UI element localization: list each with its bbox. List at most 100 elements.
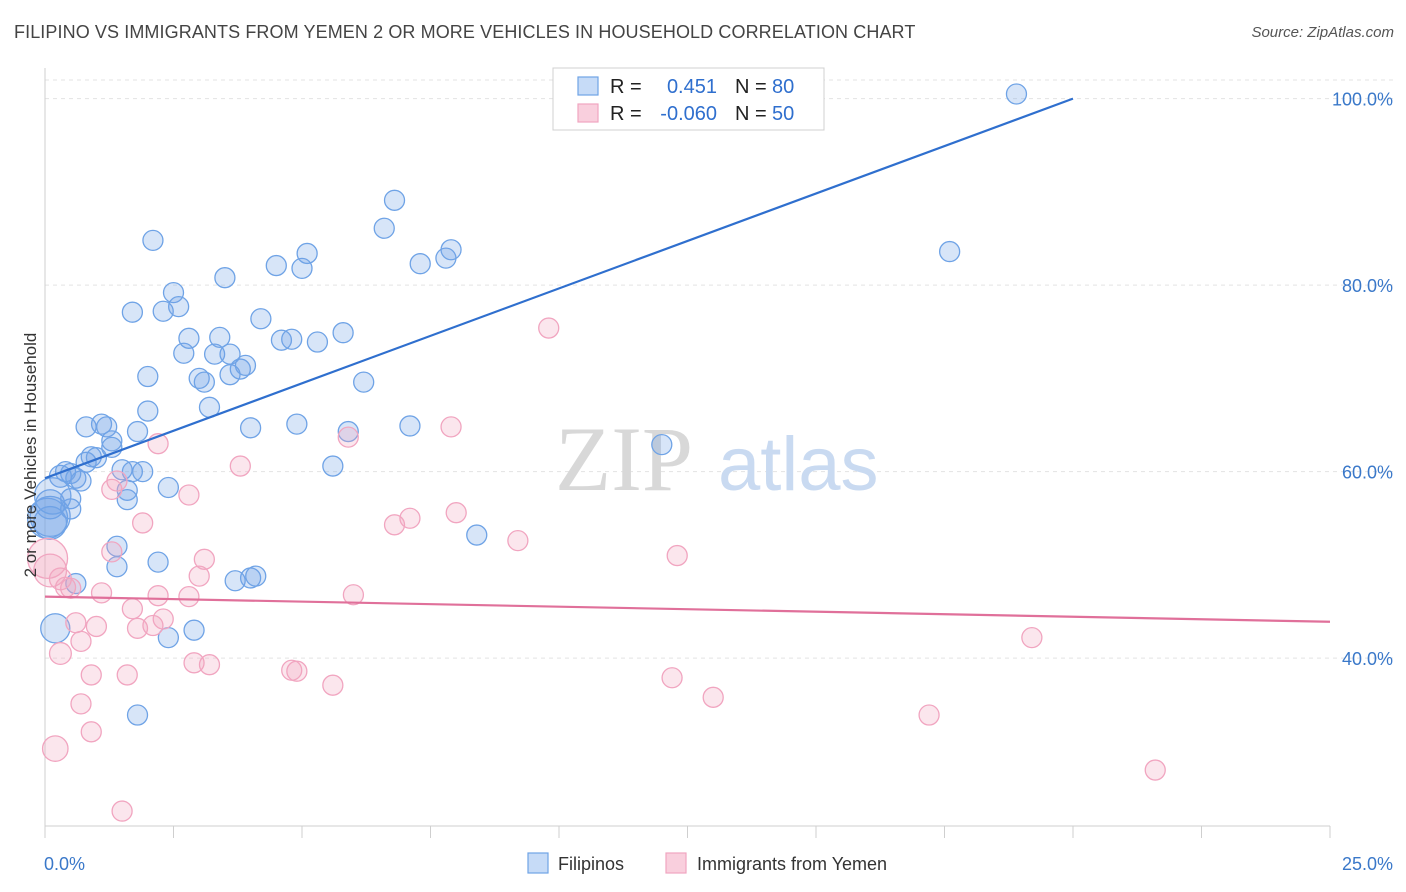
yemen-point xyxy=(116,664,138,686)
filipino-point xyxy=(373,217,395,239)
yemen-point xyxy=(702,686,724,708)
yemen-point xyxy=(70,630,92,653)
y-tick-label: 100.0% xyxy=(1332,90,1393,110)
yemen-point xyxy=(60,577,82,599)
filipino-point xyxy=(193,371,215,393)
yemen-point xyxy=(33,553,68,588)
filipino-point xyxy=(137,365,159,388)
yemen-trend-line xyxy=(44,595,1331,623)
legend-n-label: N = xyxy=(735,103,767,125)
legend-series-name: Immigrants from Yemen xyxy=(697,854,887,874)
filipino-point xyxy=(322,455,344,477)
filipino-point xyxy=(33,477,72,515)
filipino-point xyxy=(116,488,138,511)
watermark-atlas: atlas xyxy=(718,422,879,507)
filipino-point xyxy=(40,613,71,644)
x-tick-label: 0.0% xyxy=(44,854,85,874)
legend-r-label: R = xyxy=(610,103,642,125)
yemen-point xyxy=(399,507,421,529)
yemen-point xyxy=(142,614,164,637)
filipino-point xyxy=(178,327,200,349)
filipino-point xyxy=(121,301,144,323)
yemen-point xyxy=(198,654,221,676)
filipino-point xyxy=(651,433,673,456)
filipino-point xyxy=(96,416,118,438)
yemen-point xyxy=(286,660,308,682)
filipino-point xyxy=(162,281,185,304)
legend-swatch-filipinos xyxy=(527,852,549,874)
watermark: ZIP atlas xyxy=(555,408,879,510)
filipino-point xyxy=(281,328,303,350)
filipino-point xyxy=(399,415,421,437)
yemen-point xyxy=(229,455,251,477)
yemen-point xyxy=(538,317,560,339)
yemen-point xyxy=(41,735,69,762)
yemen-point xyxy=(90,582,113,604)
legend-series-name: Filipinos xyxy=(558,854,624,874)
yemen-point xyxy=(106,470,128,492)
yemen-point xyxy=(178,585,200,608)
yemen-point xyxy=(188,565,210,587)
filipino-point xyxy=(29,495,71,538)
filipino-point xyxy=(126,420,149,443)
yemen-point xyxy=(126,617,149,639)
y-tick-label: 80.0% xyxy=(1342,276,1393,296)
x-tick-label: 25.0% xyxy=(1342,854,1393,874)
legend-n-value: 80 xyxy=(772,76,794,98)
filipino-point xyxy=(209,326,231,349)
filipino-point xyxy=(332,322,354,344)
watermark-zip: ZIP xyxy=(555,408,693,510)
filipino-point xyxy=(85,447,108,469)
yemen-point xyxy=(65,612,87,634)
data-points xyxy=(26,83,1166,822)
filipino-point xyxy=(167,295,190,318)
filipino-point xyxy=(219,364,241,386)
y-tick-labels: 40.0% 60.0% 80.0% 100.0% xyxy=(1332,90,1393,670)
series-legend: Filipinos Immigrants from Yemen xyxy=(527,852,887,874)
filipino-point xyxy=(353,371,375,393)
yemen-point xyxy=(85,615,108,638)
yemen-point xyxy=(121,598,144,620)
yemen-point xyxy=(1144,759,1166,781)
legend-n-value: 50 xyxy=(772,103,794,125)
filipino-point xyxy=(1005,83,1028,105)
legend-swatch-yemen xyxy=(665,852,687,874)
yemen-point xyxy=(666,544,688,567)
yemen-point xyxy=(337,426,359,448)
yemen-point xyxy=(111,800,133,822)
filipino-point xyxy=(337,420,359,443)
x-tick-labels: 0.0% 25.0% xyxy=(44,854,1393,874)
yemen-point xyxy=(101,541,123,563)
yemen-point xyxy=(152,608,174,630)
filipino-point xyxy=(224,570,246,592)
yemen-point xyxy=(342,584,365,606)
yemen-point xyxy=(445,502,467,524)
filipino-point xyxy=(142,229,164,252)
filipino-point xyxy=(245,565,267,587)
filipino-trend-line xyxy=(44,97,1074,480)
filipino-point xyxy=(132,460,154,483)
filipino-point xyxy=(101,430,123,452)
legend-n-label: N = xyxy=(735,76,767,98)
filipino-point xyxy=(239,417,262,439)
legend-r-value: -0.060 xyxy=(660,103,717,125)
trend-lines xyxy=(44,97,1331,623)
yemen-point xyxy=(48,641,72,666)
yemen-point xyxy=(80,721,102,743)
chart-title: FILIPINO VS IMMIGRANTS FROM YEMEN 2 OR M… xyxy=(14,22,916,42)
filipino-point xyxy=(203,343,226,365)
y-tick-label: 60.0% xyxy=(1342,463,1393,483)
filipino-point xyxy=(157,476,180,499)
filipino-point xyxy=(214,267,236,289)
filipino-point xyxy=(265,254,287,277)
yemen-point xyxy=(178,484,200,506)
yemen-point xyxy=(1021,626,1043,649)
y-tick-label: 40.0% xyxy=(1342,649,1393,669)
filipino-point xyxy=(183,619,205,641)
filipino-point xyxy=(234,354,257,376)
filipino-point xyxy=(147,551,169,573)
yemen-point xyxy=(507,530,529,552)
stats-legend: R = 0.451 N = 80 R = -0.060 N = 50 xyxy=(552,67,825,131)
axes xyxy=(44,68,1331,838)
filipino-point xyxy=(126,704,149,726)
